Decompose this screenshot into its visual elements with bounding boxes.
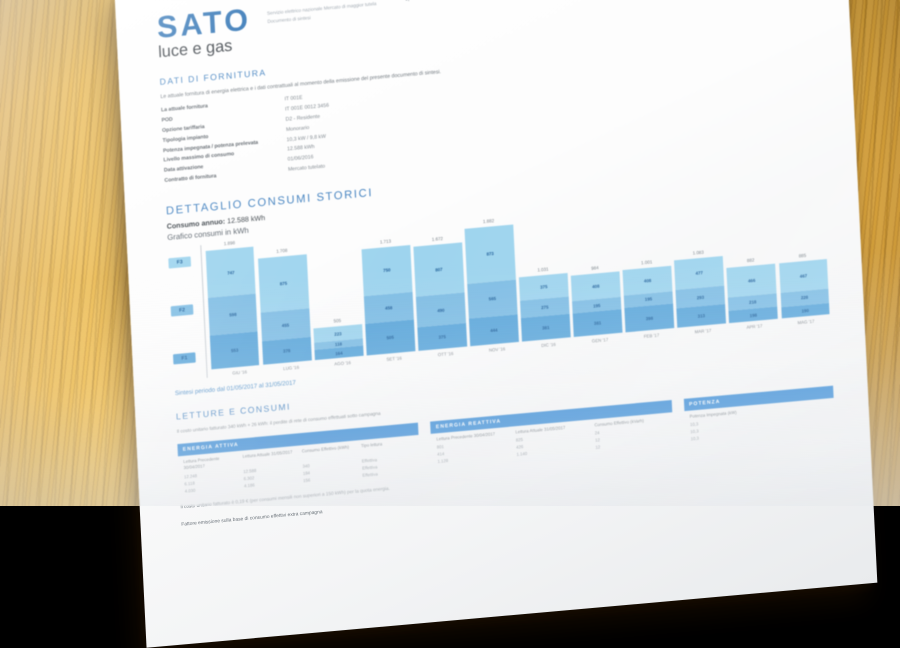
x-axis-tick-label: GEN '17 xyxy=(591,337,609,344)
bar-segment-f3[interactable]: 750 xyxy=(361,244,413,296)
table-potenza: POTENZA Potenza Impegnata (kW) 10,3 10,3 10,… xyxy=(683,385,836,444)
chart-bar[interactable]: 505 223 118 164 xyxy=(313,318,364,361)
bar-segment-f2[interactable]: 490 xyxy=(416,292,466,328)
chart-bar[interactable]: 882 466 218 198 xyxy=(726,258,778,324)
bar-segment-f2[interactable]: 565 xyxy=(467,279,518,319)
bar-segment-f2[interactable]: 598 xyxy=(207,293,258,336)
bar-segment-f1[interactable]: 381 xyxy=(572,309,623,338)
supply-label-column: La attuale fornitura POD Opzione tariffa… xyxy=(161,98,260,187)
bar-segment-f3[interactable]: 873 xyxy=(464,224,516,284)
x-axis-tick-label: DIC '16 xyxy=(541,341,556,349)
bar-segment-f3[interactable]: 747 xyxy=(205,247,257,298)
x-axis-tick-label: SET '16 xyxy=(386,355,402,363)
legend-badge-f1[interactable]: F1 xyxy=(172,352,196,365)
brand-name: SATO xyxy=(156,3,252,46)
chart-bar[interactable]: 1.882 873 565 444 xyxy=(464,218,519,347)
x-axis-tick-label: OTT '16 xyxy=(437,351,454,358)
bar-segment-f3[interactable]: 875 xyxy=(258,254,309,313)
x-axis-tick-label: MAG '17 xyxy=(797,318,815,326)
bar-segment-f3[interactable]: 477 xyxy=(674,256,725,291)
bar-segment-f1[interactable]: 444 xyxy=(469,314,519,347)
legend-badge-f3[interactable]: F3 xyxy=(168,256,192,269)
chart-bar[interactable]: 984 408 195 381 xyxy=(571,265,623,338)
x-axis-tick-label: MAR '17 xyxy=(694,328,712,335)
legend-badge-f2[interactable]: F2 xyxy=(170,304,194,317)
supply-value-column: IT 001E IT 001E 0012 3456 D2 - Residente… xyxy=(284,91,332,176)
bar-segment-f1[interactable]: 505 xyxy=(365,319,416,356)
bar-segment-f2[interactable]: 458 xyxy=(363,291,414,325)
chart-bar[interactable]: 1.898 747 598 553 xyxy=(205,241,260,370)
chart-bar[interactable]: 1.031 375 275 381 xyxy=(519,267,571,342)
bar-segment-f1[interactable]: 398 xyxy=(624,303,675,333)
x-axis-tick-label: FEB '17 xyxy=(643,332,660,340)
customer-address: Spett.le Cliente Via Roma, 12 20100 Mila… xyxy=(405,0,506,4)
chart-bar[interactable]: 1.713 750 458 505 xyxy=(361,238,416,356)
chart-legend: F3 F2 F1 xyxy=(168,256,196,381)
chart-bar[interactable]: 1.708 875 455 378 xyxy=(258,248,312,365)
chart-bar[interactable]: 1.672 807 490 375 xyxy=(413,236,467,352)
chart-bar[interactable]: 885 467 228 190 xyxy=(778,253,830,319)
chart-bar[interactable]: 1.083 477 293 313 xyxy=(674,250,726,328)
bar-segment-f3[interactable]: 807 xyxy=(413,242,465,298)
bar-segment-f3[interactable]: 467 xyxy=(778,259,829,293)
header-note: Servizio elettrico nazionale Mercato di … xyxy=(266,0,377,25)
bar-segment-f2[interactable]: 455 xyxy=(260,308,311,342)
x-axis-tick-label: NOV '16 xyxy=(488,346,506,353)
bar-segment-f1[interactable]: 378 xyxy=(262,337,312,365)
document-photo: SATO luce e gas Servizio elettrico nazio… xyxy=(114,0,878,648)
bar-segment-f3[interactable]: 466 xyxy=(726,264,777,298)
bar-segment-f1[interactable]: 375 xyxy=(417,323,467,352)
chart-bar[interactable]: 1.001 408 195 398 xyxy=(622,259,675,333)
x-axis-tick-label: LUG '16 xyxy=(283,364,300,372)
x-axis-tick-label: AGO '16 xyxy=(334,360,352,367)
x-axis-tick-label: GIU '16 xyxy=(232,369,248,376)
brand-logo: SATO luce e gas xyxy=(156,3,252,62)
bar-segment-f1[interactable]: 313 xyxy=(676,304,726,328)
x-axis-tick-label: APR '17 xyxy=(746,323,763,330)
bar-segment-f1[interactable]: 381 xyxy=(521,313,571,342)
bill-document-sheet: SATO luce e gas Servizio elettrico nazio… xyxy=(114,0,878,648)
bar-segment-f1[interactable]: 553 xyxy=(209,330,260,370)
